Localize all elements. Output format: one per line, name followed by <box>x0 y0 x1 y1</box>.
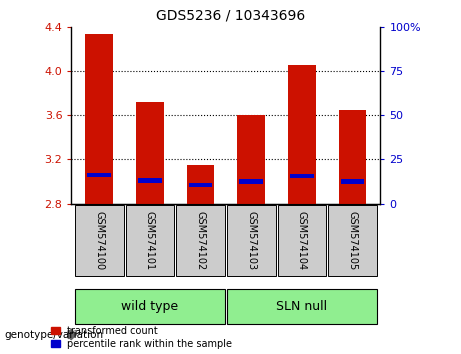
Text: GSM574102: GSM574102 <box>195 211 206 270</box>
Bar <box>290 174 313 178</box>
Bar <box>75 205 124 276</box>
Bar <box>88 172 111 177</box>
Bar <box>187 165 214 204</box>
Bar <box>288 65 316 204</box>
Bar <box>138 178 162 183</box>
Bar <box>136 102 164 204</box>
Text: GSM574103: GSM574103 <box>246 211 256 270</box>
Text: GSM574105: GSM574105 <box>348 211 357 270</box>
Bar <box>237 115 265 204</box>
Bar <box>85 34 113 204</box>
Text: wild type: wild type <box>121 300 178 313</box>
Bar <box>338 109 366 204</box>
Bar <box>176 205 225 276</box>
Bar <box>239 179 263 184</box>
Text: SLN null: SLN null <box>276 300 327 313</box>
Bar <box>189 183 213 187</box>
Text: GSM574101: GSM574101 <box>145 211 155 270</box>
Text: genotype/variation: genotype/variation <box>5 330 104 339</box>
Text: GDS5236 / 10343696: GDS5236 / 10343696 <box>156 9 305 23</box>
Bar <box>328 205 377 276</box>
Text: GSM574104: GSM574104 <box>297 211 307 270</box>
Bar <box>341 179 364 184</box>
Bar <box>126 205 174 276</box>
Text: GSM574100: GSM574100 <box>95 211 104 270</box>
Bar <box>75 289 225 324</box>
Bar <box>227 289 377 324</box>
Bar <box>278 205 326 276</box>
Legend: transformed count, percentile rank within the sample: transformed count, percentile rank withi… <box>51 326 232 349</box>
Bar <box>227 205 276 276</box>
